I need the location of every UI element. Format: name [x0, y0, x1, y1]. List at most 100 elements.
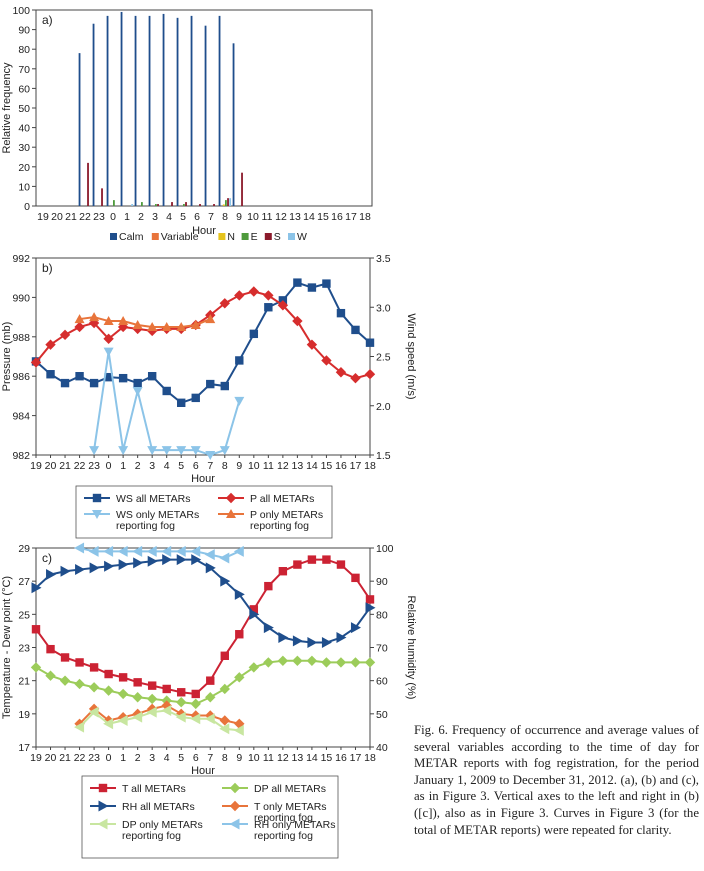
series-ws-all-metars-point — [220, 381, 229, 391]
series-rh-only-metars-reporting-fog-point — [161, 545, 172, 557]
x-tick-label: 15 — [321, 460, 333, 472]
bar-e — [225, 200, 227, 206]
series-dp-all-metars-point — [219, 683, 230, 695]
series-p-only-metars-reporting-fog-point — [147, 321, 158, 331]
series-t-all-metars-point — [264, 581, 273, 591]
series-ws-all-metars-point — [264, 303, 273, 312]
x-tick-label: 3 — [152, 211, 158, 223]
legend-swatch — [151, 233, 159, 240]
series-dp-only-metars-reporting-fog-point — [219, 723, 230, 735]
series-p-all-metars-point — [364, 369, 376, 380]
legend-swatch-marker — [229, 800, 241, 812]
y-axis-label: Temperature - Dew point (°C) — [1, 576, 13, 719]
series-t-all-metars-point — [336, 560, 346, 569]
y-tick-label: 21 — [18, 676, 30, 688]
series-p-only-metars-reporting-fog-line — [79, 316, 211, 328]
series-p-all-metars-point — [74, 321, 85, 333]
series-rh-all-metars-point — [336, 632, 347, 644]
bar-calm — [92, 23, 95, 206]
series-t-all-metars-point — [249, 605, 259, 614]
x-tick-label: 7 — [207, 752, 213, 764]
bar-s — [185, 202, 187, 206]
y2-axis-label: Relative humidity (%) — [405, 596, 417, 700]
x-tick-label: 13 — [289, 211, 301, 223]
series-dp-all-metars-point — [335, 657, 347, 668]
series-ws-all-metars-point — [104, 372, 113, 382]
series-t-all-metars-point — [191, 689, 200, 699]
series-rh-all-metars-point — [46, 569, 57, 581]
x-tick-label: 5 — [178, 752, 184, 764]
x-tick-label: 11 — [262, 211, 273, 223]
series-ws-all-metars-point — [75, 372, 84, 381]
x-tick-label: 11 — [263, 460, 274, 472]
series-rh-all-metars-point — [350, 622, 361, 634]
series-p-only-metars-reporting-fog-point — [74, 314, 85, 324]
series-dp-all-metars-point — [263, 657, 274, 668]
legend-label: WS only METARs — [116, 509, 199, 521]
y2-axis-label: Wind speed (m/s) — [405, 313, 417, 399]
series-rh-all-metars-point — [118, 559, 129, 571]
x-tick-label: 12 — [275, 211, 287, 223]
series-p-only-metars-reporting-fog-point — [89, 312, 100, 322]
x-tick-label: 2 — [135, 752, 141, 764]
x-tick-label: 5 — [178, 460, 184, 472]
series-t-only-metars-reporting-fog-point — [205, 710, 216, 721]
bar-s — [101, 188, 103, 206]
bar-calm — [134, 15, 137, 206]
series-dp-all-metars-point — [364, 657, 376, 668]
series-p-all-metars-line — [35, 290, 371, 380]
series-dp-all-metars-point — [350, 657, 361, 668]
bar-s — [199, 204, 201, 206]
series-rh-all-metars-point — [133, 557, 144, 569]
series-p-all-metars-point — [234, 290, 245, 301]
x-tick-label: 14 — [306, 460, 318, 472]
x-tick-label: 0 — [106, 752, 112, 764]
y-axis-label: Pressure (mb) — [1, 322, 13, 392]
series-ws-only-metars-reporting-fog-point — [147, 446, 158, 456]
bar-s — [87, 162, 89, 206]
x-tick-label: 21 — [59, 460, 71, 472]
y-tick-label: 27 — [18, 576, 30, 588]
series-dp-all-metars-point — [176, 697, 187, 708]
series-p-all-metars-point — [59, 329, 71, 341]
y-tick-label: 17 — [18, 742, 30, 754]
series-p-all-metars-point — [263, 290, 274, 301]
series-rh-only-metars-reporting-fog-point — [117, 545, 128, 557]
series-ws-all-metars-point — [133, 378, 142, 388]
series-rh-all-metars-point — [234, 588, 245, 600]
x-tick-label: 19 — [30, 460, 42, 472]
series-rh-all-metars-point — [60, 565, 71, 577]
series-rh-only-metars-reporting-fog-point — [88, 545, 99, 557]
legend-label: reporting fog — [122, 830, 181, 842]
y-tick-label: 70 — [18, 64, 30, 76]
y-tick-label: 25 — [18, 609, 30, 621]
series-t-only-metars-reporting-fog-point — [88, 703, 100, 715]
series-dp-only-metars-reporting-fog-point — [88, 706, 99, 718]
x-tick-label: 3 — [149, 460, 155, 472]
x-tick-label: 4 — [164, 752, 170, 764]
series-ws-only-metars-reporting-fog-point — [190, 446, 201, 456]
series-dp-all-metars-point — [321, 657, 332, 668]
series-t-only-metars-reporting-fog-line — [78, 704, 240, 725]
x-tick-label: 9 — [236, 460, 242, 472]
y2-tick-label: 50 — [376, 709, 388, 721]
x-tick-label: 10 — [248, 460, 260, 472]
y2-tick-label: 1.5 — [376, 450, 391, 462]
legend-swatch — [110, 233, 117, 240]
series-ws-all-metars-point — [322, 279, 331, 288]
series-ws-all-metars-point — [46, 370, 55, 379]
figure-caption: Fig. 6. Frequency of occurrence and aver… — [414, 723, 699, 837]
bar-s — [171, 202, 173, 206]
x-tick-label: 0 — [110, 211, 116, 223]
x-tick-label: 6 — [194, 211, 200, 223]
series-rh-all-metars-point — [249, 608, 260, 620]
y2-tick-label: 2.0 — [376, 401, 391, 413]
series-rh-only-metars-reporting-fog-point — [190, 545, 201, 557]
bar-calm — [148, 15, 151, 206]
series-rh-all-metars-point — [176, 554, 187, 566]
x-tick-label: 14 — [306, 752, 318, 764]
series-dp-all-metars-point — [190, 698, 201, 710]
